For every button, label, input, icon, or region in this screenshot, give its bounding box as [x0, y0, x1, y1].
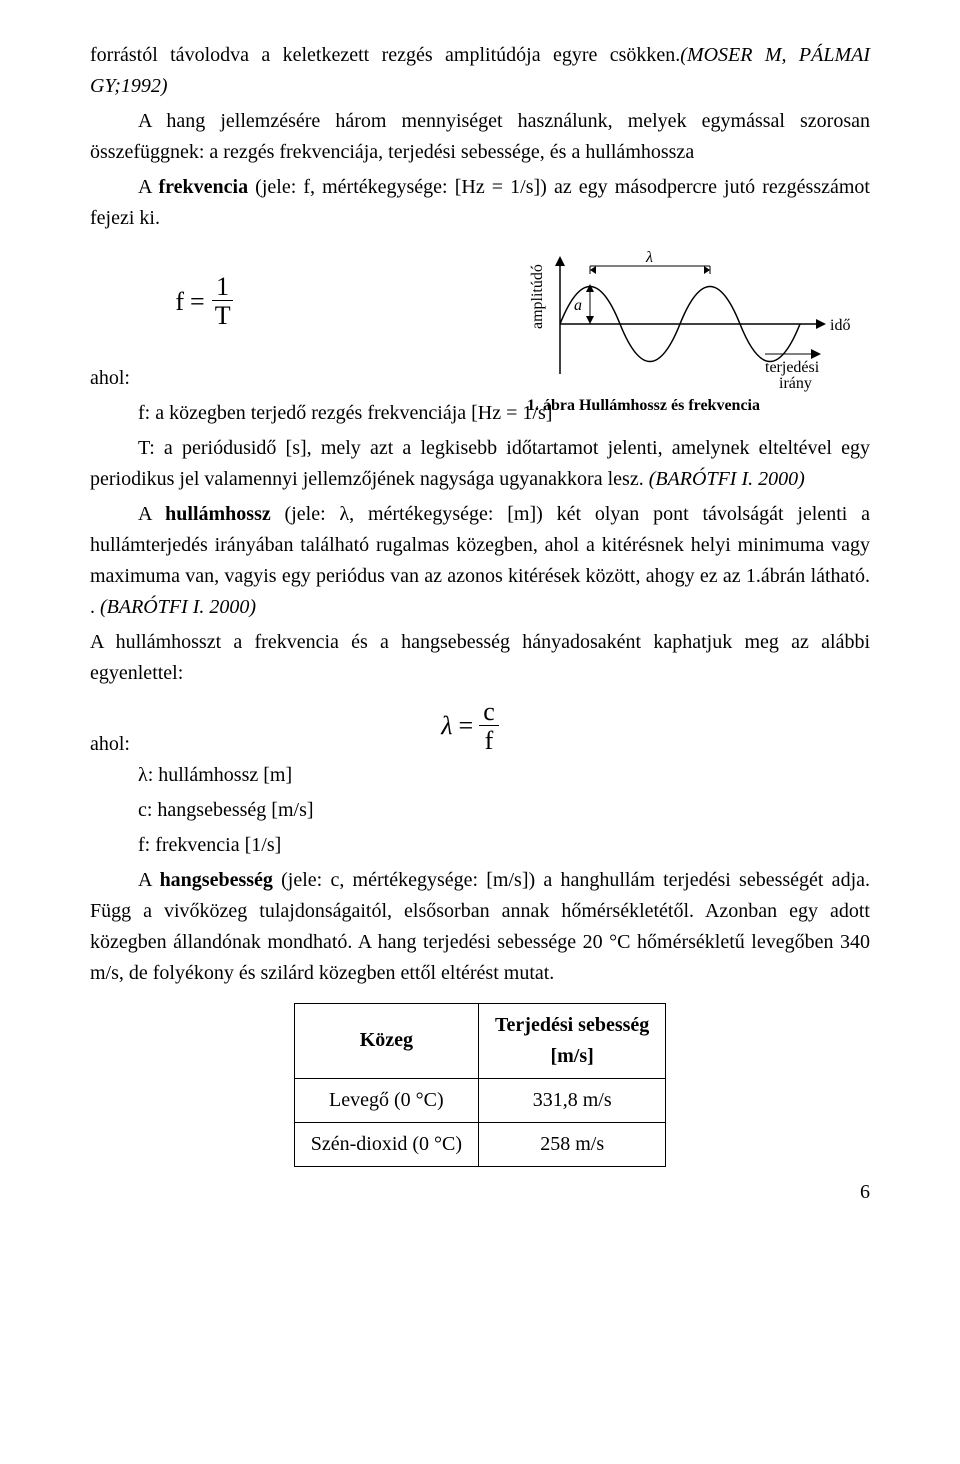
- fig-terj2: irány: [779, 375, 812, 392]
- para-4-pre: A: [138, 503, 165, 525]
- formula-f-eq: =: [190, 289, 205, 315]
- para-6-bold: hangsebesség: [160, 869, 273, 891]
- cell-medium-1: Szén-dioxid (0 °C): [294, 1122, 478, 1166]
- formula-lambda: λ = c f: [441, 699, 498, 754]
- fig-a: a: [574, 297, 582, 314]
- def-T: T: a periódusidő [s], mely azt a legkise…: [90, 433, 870, 495]
- formula-lambda-frac: c f: [479, 699, 499, 754]
- formula-lambda-lhs: λ: [441, 713, 452, 739]
- lambda-formula-row: ahol: λ = c f: [90, 693, 870, 760]
- para-4-cite: (BARÓTFI I. 2000): [100, 596, 256, 618]
- cell-speed-0: 331,8 m/s: [479, 1078, 666, 1122]
- para-3-pre: A: [138, 176, 158, 198]
- fig-xlabel: idő: [830, 317, 850, 334]
- th-speed-l2: [m/s]: [495, 1041, 649, 1072]
- formula-f: f = 1 T: [175, 274, 234, 329]
- table-header-row: Közeg Terjedési sebesség [m/s]: [294, 1003, 666, 1078]
- table-row: Levegő (0 °C) 331,8 m/s: [294, 1078, 666, 1122]
- para-1-text: forrástól távolodva a keletkezett rezgés…: [90, 44, 680, 66]
- para-3: A frekvencia (jele: f, mértékegysége: [H…: [90, 172, 870, 234]
- caption-rest: Hullámhossz és frekvencia: [579, 397, 760, 414]
- th-speed-l1: Terjedési sebesség: [495, 1010, 649, 1041]
- wave-svg: amplitúdó idő λ a terjedési irány: [490, 244, 870, 394]
- formula-f-den: T: [211, 303, 235, 329]
- def-lambda: λ: hullámhossz [m]: [138, 760, 870, 791]
- table-row: Szén-dioxid (0 °C) 258 m/s: [294, 1122, 666, 1166]
- para-6-pre: A: [138, 869, 160, 891]
- speed-table: Közeg Terjedési sebesség [m/s] Levegő (0…: [294, 1003, 667, 1167]
- figure-caption: 1. ábra Hullámhossz és frekvencia: [527, 394, 760, 419]
- formula-lambda-block: λ = c f: [170, 699, 770, 754]
- formula-f-block: f = 1 T: [90, 244, 320, 329]
- formula-lambda-num: c: [479, 699, 499, 726]
- formula-lambda-eq: =: [459, 713, 474, 739]
- para-4-bold: hullámhossz: [165, 503, 271, 525]
- fig-ylabel: amplitúdó: [529, 264, 546, 329]
- fig-terj1: terjedési: [765, 359, 820, 376]
- th-medium: Közeg: [294, 1003, 478, 1078]
- cell-medium-0: Levegő (0 °C): [294, 1078, 478, 1122]
- para-5: A hullámhosszt a frekvencia és a hangseb…: [90, 627, 870, 689]
- def-c: c: hangsebesség [m/s]: [138, 795, 870, 826]
- def-T-cite: (BARÓTFI I. 2000): [649, 468, 805, 490]
- formula-f-lhs: f: [175, 289, 184, 315]
- para-4: A hullámhossz (jele: λ, mértékegysége: […: [90, 499, 870, 623]
- wave-figure: amplitúdó idő λ a terjedési irány: [350, 244, 870, 419]
- page-number: 6: [90, 1177, 870, 1208]
- th-speed: Terjedési sebesség [m/s]: [479, 1003, 666, 1078]
- fig-lambda: λ: [645, 249, 653, 266]
- para-6: A hangsebesség (jele: c, mértékegysége: …: [90, 865, 870, 989]
- def-freq: f: frekvencia [1/s]: [138, 830, 870, 861]
- para-1: forrástól távolodva a keletkezett rezgés…: [90, 40, 870, 102]
- para-3-bold: frekvencia: [158, 176, 248, 198]
- formula-f-frac: 1 T: [211, 274, 235, 329]
- cell-speed-1: 258 m/s: [479, 1122, 666, 1166]
- formula-f-num: 1: [212, 274, 233, 301]
- ahol-2: ahol:: [90, 729, 130, 760]
- para-2: A hang jellemzésére három mennyiséget ha…: [90, 106, 870, 168]
- formula-lambda-den: f: [481, 728, 498, 754]
